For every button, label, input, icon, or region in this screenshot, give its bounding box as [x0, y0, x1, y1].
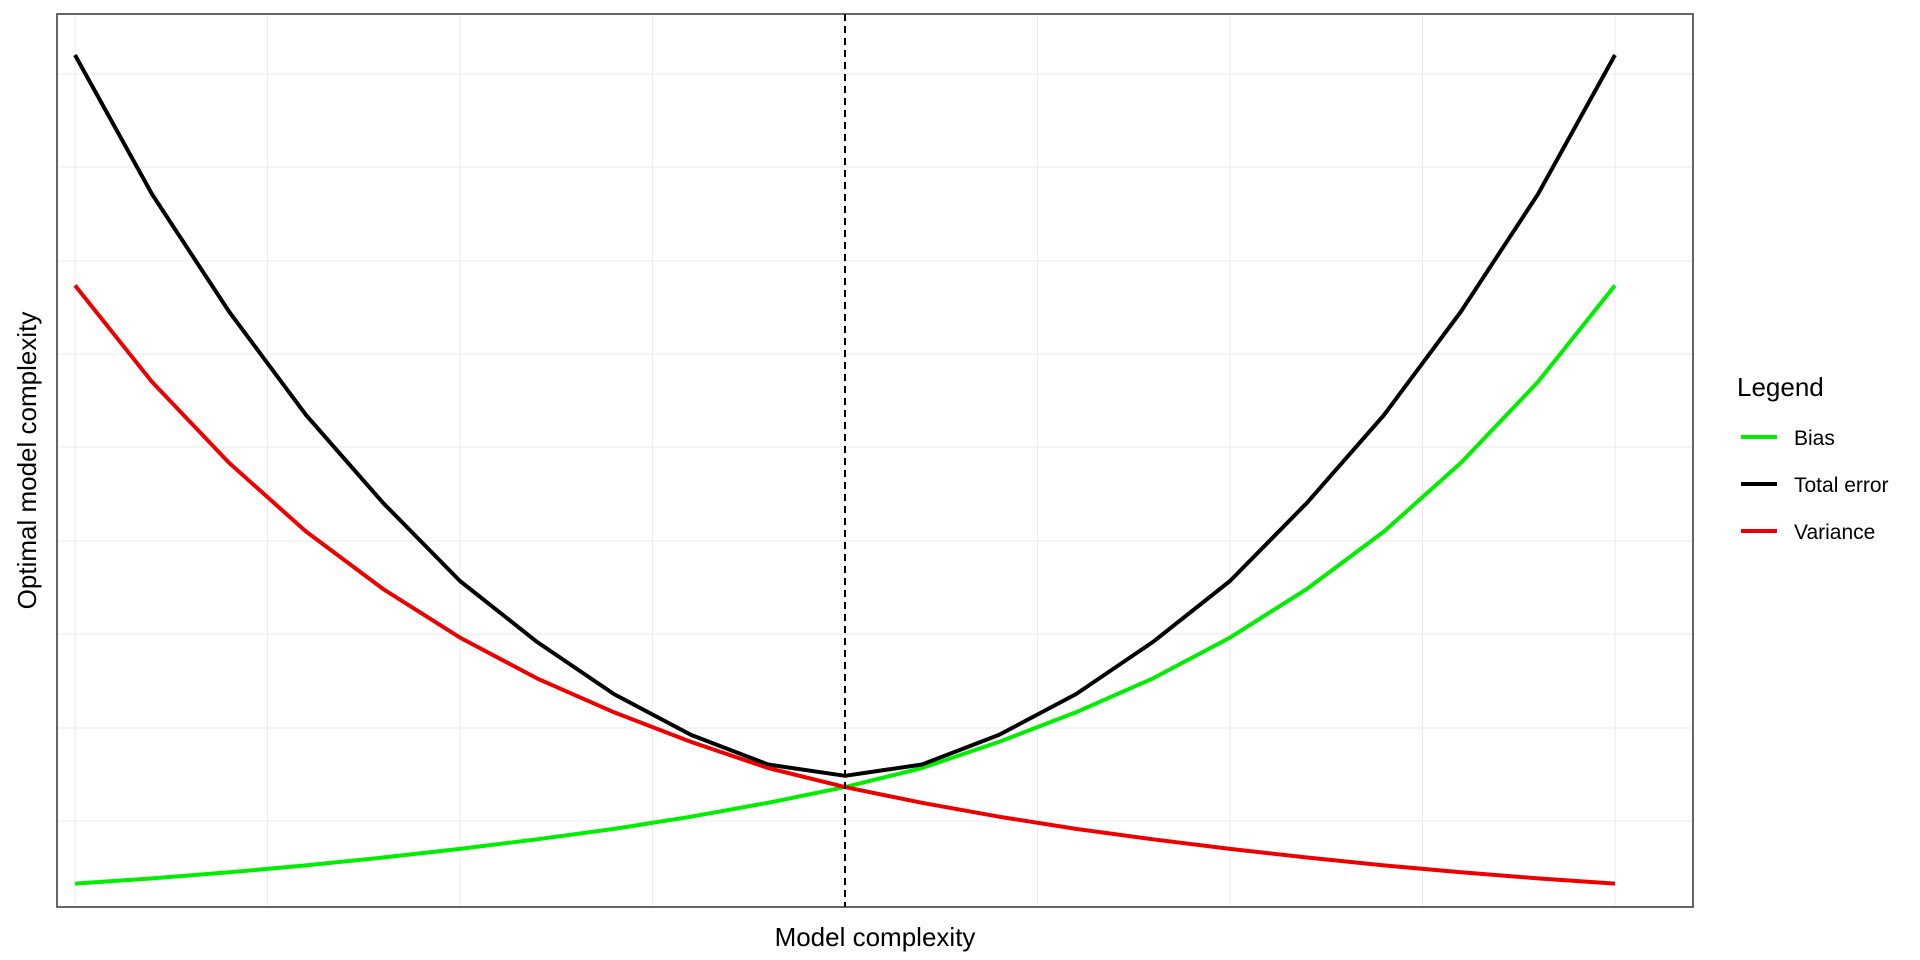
y-axis-title: Optimal model complexity	[12, 312, 42, 610]
legend-title: Legend	[1737, 372, 1824, 402]
legend-label-variance: Variance	[1794, 521, 1875, 544]
panel-border	[56, 13, 1694, 908]
x-axis-title: Model complexity	[775, 922, 976, 952]
legend-label-bias: Bias	[1794, 427, 1835, 450]
grid	[57, 14, 1693, 907]
legend: Legend Bias Total error Variance	[1737, 372, 1889, 544]
legend-label-total-error: Total error	[1794, 474, 1889, 497]
legend-items: Bias Total error Variance	[1741, 427, 1889, 544]
